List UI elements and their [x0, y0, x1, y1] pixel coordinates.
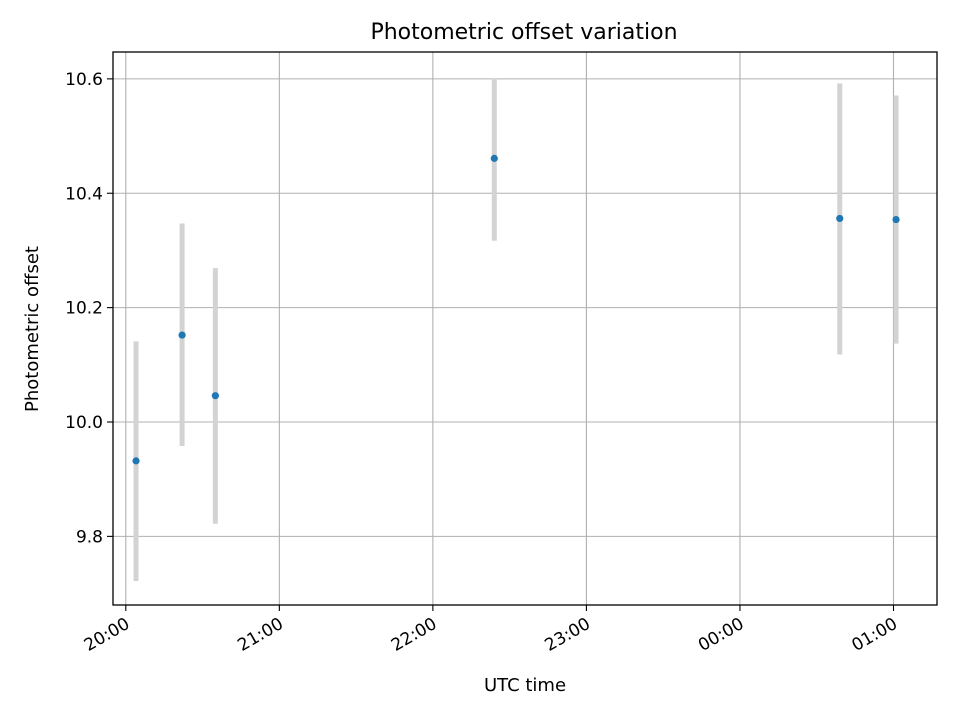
x-tick-label: 23:00 [541, 614, 593, 656]
data-point [836, 214, 844, 223]
y-axis-label: Photometric offset [22, 246, 43, 412]
y-tick-label: 10.2 [65, 299, 103, 319]
y-tick-label: 10.4 [65, 184, 103, 204]
y-tick-label: 10.6 [65, 70, 103, 90]
data-point [132, 457, 140, 465]
data-point [178, 331, 186, 339]
x-tick-label: 00:00 [695, 614, 747, 656]
y-tick-label: 10.0 [65, 413, 103, 433]
x-tick-label: 01:00 [849, 614, 901, 656]
data-point [892, 215, 900, 224]
data-points [132, 154, 900, 465]
x-tick-label: 20:00 [81, 614, 133, 656]
plot-frame [112, 51, 938, 606]
data-point [490, 154, 498, 162]
x-axis-label: UTC time [484, 675, 566, 696]
y-axis-ticks: 9.8 10.0 10.2 10.4 10.6 [65, 70, 113, 547]
x-axis-ticks: 20:00 21:00 22:00 23:00 00:00 01:00 [81, 605, 901, 656]
x-tick-label: 22:00 [388, 614, 440, 656]
error-bars [133, 78, 899, 581]
y-tick-label: 9.8 [76, 527, 103, 547]
chart-title: Photometric offset variation [370, 20, 677, 45]
grid [113, 52, 937, 605]
x-tick-label: 21:00 [234, 614, 286, 656]
data-point [211, 392, 219, 400]
